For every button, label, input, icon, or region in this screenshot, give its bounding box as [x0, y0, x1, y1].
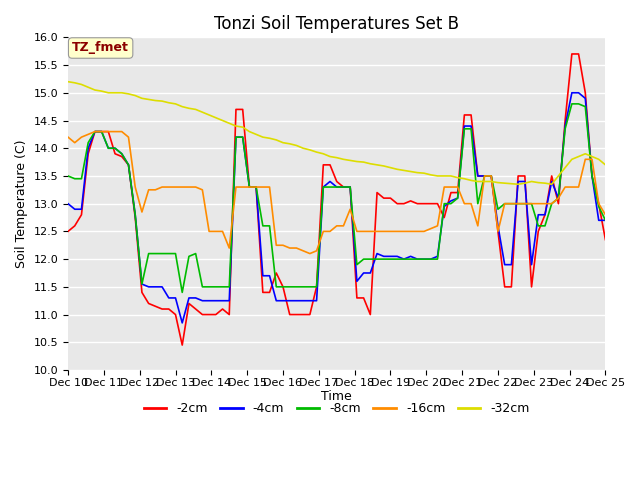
-4cm [467, 123, 475, 129]
Text: TZ_fmet: TZ_fmet [72, 41, 129, 55]
-32cm [360, 159, 367, 165]
-8cm [555, 195, 563, 201]
-4cm [179, 320, 186, 326]
-8cm [568, 101, 576, 107]
-2cm [179, 342, 186, 348]
-16cm [64, 134, 72, 140]
-16cm [373, 228, 381, 234]
-32cm [64, 79, 72, 84]
-8cm [64, 173, 72, 179]
-2cm [534, 228, 542, 234]
-32cm [461, 176, 468, 181]
-2cm [64, 228, 72, 234]
-4cm [602, 217, 609, 223]
-2cm [367, 312, 374, 317]
-16cm [306, 251, 314, 256]
-8cm [602, 217, 609, 223]
-16cm [602, 212, 609, 217]
-4cm [508, 262, 515, 267]
-16cm [541, 201, 549, 206]
-8cm [534, 223, 542, 229]
Line: -16cm: -16cm [68, 132, 605, 253]
-4cm [64, 201, 72, 206]
-16cm [91, 129, 99, 134]
-8cm [508, 201, 515, 206]
Line: -4cm: -4cm [68, 93, 605, 323]
-8cm [367, 256, 374, 262]
Line: -32cm: -32cm [68, 82, 605, 184]
-32cm [534, 180, 542, 185]
-16cm [515, 201, 522, 206]
Legend: -2cm, -4cm, -8cm, -16cm, -32cm: -2cm, -4cm, -8cm, -16cm, -32cm [139, 397, 534, 420]
-2cm [467, 112, 475, 118]
-32cm [555, 173, 563, 179]
Line: -8cm: -8cm [68, 104, 605, 292]
-16cm [561, 184, 569, 190]
-4cm [407, 253, 415, 259]
-4cm [367, 270, 374, 276]
-32cm [515, 181, 522, 187]
Title: Tonzi Soil Temperatures Set B: Tonzi Soil Temperatures Set B [214, 15, 460, 33]
-2cm [407, 198, 415, 204]
-32cm [602, 162, 609, 168]
-2cm [568, 51, 576, 57]
Line: -2cm: -2cm [68, 54, 605, 345]
-16cm [474, 223, 482, 229]
Y-axis label: Soil Temperature (C): Soil Temperature (C) [15, 139, 28, 268]
-4cm [534, 212, 542, 217]
X-axis label: Time: Time [321, 390, 352, 403]
-8cm [179, 289, 186, 295]
-4cm [555, 195, 563, 201]
-32cm [400, 168, 408, 173]
-2cm [555, 201, 563, 206]
-32cm [501, 180, 509, 186]
-8cm [467, 126, 475, 132]
-2cm [508, 284, 515, 290]
-2cm [602, 237, 609, 242]
-4cm [568, 90, 576, 96]
-8cm [407, 256, 415, 262]
-16cm [413, 228, 421, 234]
